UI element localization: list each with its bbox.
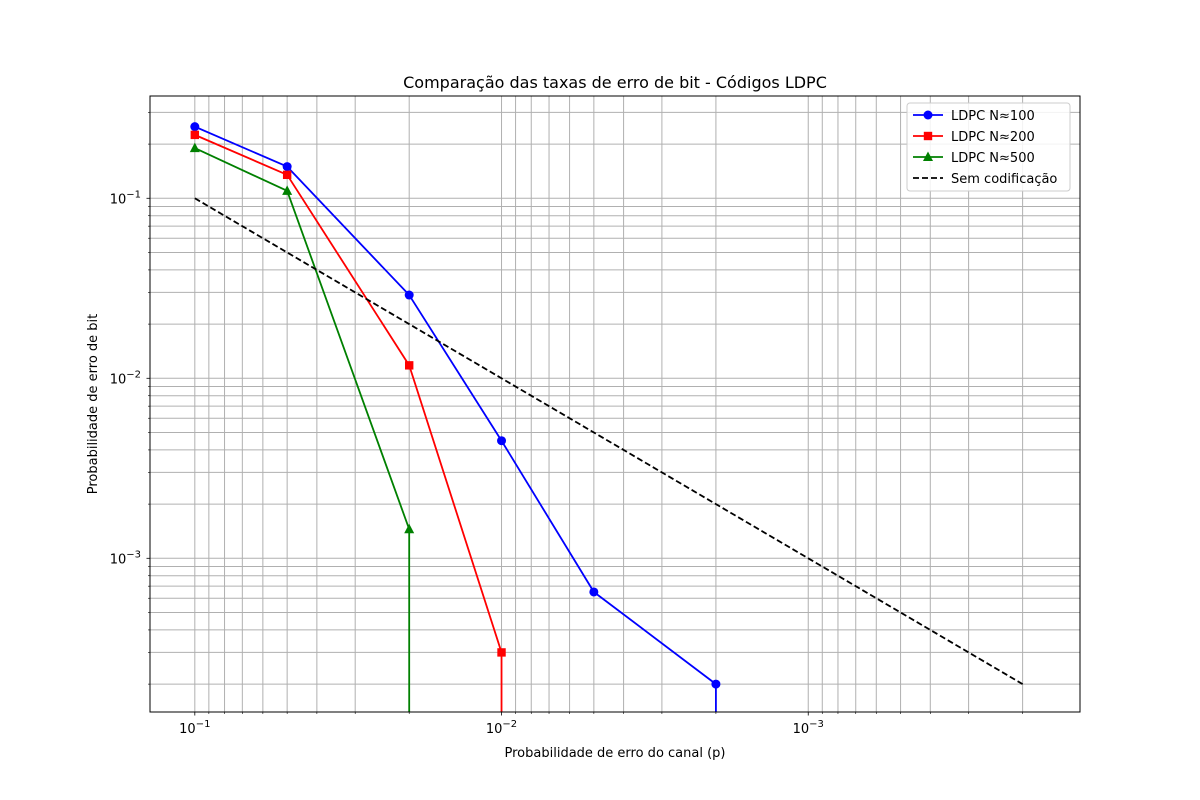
data-point-square bbox=[282, 170, 292, 180]
x-tick-label: 10−3 bbox=[793, 719, 824, 737]
data-point-circle bbox=[589, 587, 599, 597]
x-tick-label: 10−2 bbox=[486, 719, 517, 737]
legend: LDPC N≈100 LDPC N≈200 LDPC N≈500 Sem codifi… bbox=[906, 102, 1071, 192]
data-point-square bbox=[497, 648, 506, 657]
data-point-circle bbox=[282, 162, 292, 172]
x-tick-label: 10−1 bbox=[179, 719, 210, 737]
data-point-circle bbox=[923, 110, 933, 120]
legend-label: LDPC N≈200 bbox=[951, 130, 1035, 145]
y-axis-label: Probabilidade de erro de bit bbox=[86, 314, 101, 495]
y-tick-label: 10−3 bbox=[110, 549, 141, 567]
data-point-circle bbox=[404, 290, 414, 300]
legend-label: LDPC N≈500 bbox=[951, 151, 1035, 166]
legend-box bbox=[906, 102, 1071, 192]
plot-frame bbox=[149, 95, 1081, 713]
series-layer bbox=[189, 122, 1024, 712]
y-tick-label: 10−2 bbox=[110, 369, 141, 387]
data-point-circle bbox=[497, 436, 507, 446]
series-1 bbox=[190, 130, 506, 712]
legend-label: LDPC N≈100 bbox=[951, 109, 1035, 124]
x-axis-label: Probabilidade de erro do canal (p) bbox=[505, 746, 726, 761]
series-line bbox=[194, 147, 411, 712]
data-point-square bbox=[190, 130, 200, 140]
grid bbox=[150, 96, 1080, 712]
data-point-square bbox=[923, 131, 933, 141]
ticks: 10−1 10−2 10−3 10−1 10−2 10−3 bbox=[110, 112, 1023, 737]
chart-title: Comparação das taxas de erro de bit - Có… bbox=[403, 73, 827, 92]
series-2 bbox=[189, 142, 415, 712]
legend-label: Sem codificação bbox=[951, 172, 1057, 187]
series-0 bbox=[190, 122, 721, 712]
data-point-square bbox=[404, 361, 414, 370]
data-point-triangle bbox=[189, 142, 200, 153]
y-tick-label: 10−1 bbox=[110, 189, 141, 207]
data-point-circle bbox=[711, 679, 721, 689]
series-line bbox=[194, 197, 1024, 685]
data-point-triangle bbox=[404, 523, 415, 534]
data-point-triangle bbox=[282, 185, 293, 195]
series-3 bbox=[194, 197, 1024, 685]
data-point-triangle bbox=[923, 151, 933, 161]
data-point-circle bbox=[190, 122, 200, 132]
